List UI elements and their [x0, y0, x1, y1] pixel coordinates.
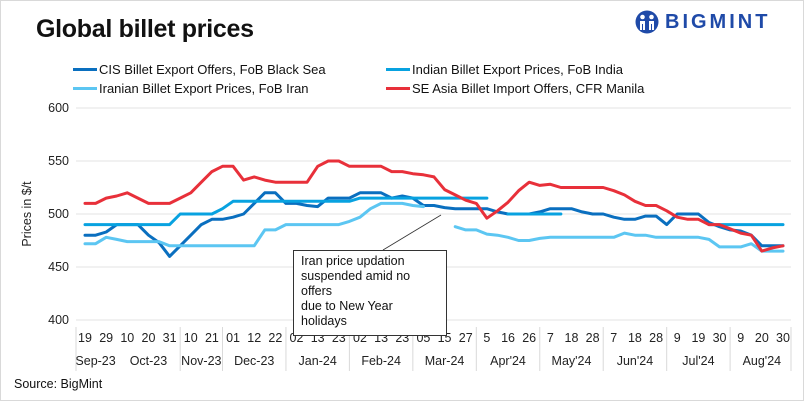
x-month-label: Feb-24	[361, 354, 401, 368]
x-tick-label: 29	[99, 331, 113, 345]
x-tick-label: 12	[247, 331, 261, 345]
x-month-label: Jan-24	[299, 354, 337, 368]
legend-item-cis: CIS Billet Export Offers, FoB Black Sea	[73, 62, 326, 77]
legend-item-iran: Iranian Billet Export Prices, FoB Iran	[73, 81, 309, 96]
x-tick-label: 30	[713, 331, 727, 345]
x-tick-label: 28	[586, 331, 600, 345]
x-tick-label: 9	[674, 331, 681, 345]
legend-item-manila: SE Asia Billet Import Offers, CFR Manila	[386, 81, 644, 96]
legend-item-india: Indian Billet Export Prices, FoB India	[386, 62, 623, 77]
x-tick-label: 16	[501, 331, 515, 345]
x-tick-label: 10	[120, 331, 134, 345]
annotation-line: due to New Year holidays	[301, 299, 393, 328]
series-line-india	[83, 196, 785, 227]
x-month-label: Nov-23	[181, 354, 221, 368]
x-month-label: Aug'24	[743, 354, 782, 368]
annotation-box: Iran price updation suspended amid no of…	[293, 250, 447, 336]
series-line-iran	[83, 201, 785, 253]
y-tick-label: 450	[48, 260, 69, 274]
x-tick-label: 20	[142, 331, 156, 345]
x-tick-label: 18	[565, 331, 579, 345]
source-note: Source: BigMint	[14, 377, 103, 391]
y-tick-label: 400	[48, 313, 69, 327]
x-month-label: May'24	[552, 354, 592, 368]
x-tick-label: 18	[628, 331, 642, 345]
x-tick-label: 19	[78, 331, 92, 345]
legend-label-iran: Iranian Billet Export Prices, FoB Iran	[99, 81, 309, 96]
bigmint-logo: BIGMINT	[635, 10, 770, 34]
legend-label-manila: SE Asia Billet Import Offers, CFR Manila	[412, 81, 645, 96]
x-tick-label: 10	[184, 331, 198, 345]
legend-swatch-manila	[386, 87, 410, 90]
annotation-line: Iran price updation	[301, 254, 405, 268]
y-tick-label: 500	[48, 207, 69, 221]
chart-title: Global billet prices	[36, 15, 254, 43]
legend-swatch-cis	[73, 68, 97, 71]
x-tick-label: 20	[755, 331, 769, 345]
x-tick-label: 26	[522, 331, 536, 345]
x-tick-label: 30	[776, 331, 790, 345]
y-axis-title: Prices in $/t	[20, 181, 34, 247]
bigmint-logo-icon	[635, 10, 659, 34]
x-month-label: Mar-24	[425, 354, 465, 368]
x-tick-label: 22	[268, 331, 282, 345]
x-tick-label: 19	[691, 331, 705, 345]
legend-label-india: Indian Billet Export Prices, FoB India	[412, 62, 623, 77]
x-tick-label: 9	[737, 331, 744, 345]
x-month-label: Jul'24	[682, 354, 714, 368]
x-tick-label: 7	[547, 331, 554, 345]
y-tick-label: 550	[48, 154, 69, 168]
bigmint-logo-text: BIGMINT	[665, 10, 771, 33]
annotation-line: suspended amid no offers	[301, 269, 411, 298]
x-tick-label: 7	[610, 331, 617, 345]
series-line-manila	[83, 159, 785, 253]
x-month-label: Sep-23	[75, 354, 115, 368]
x-tick-label: 27	[459, 331, 473, 345]
x-tick-label: 28	[649, 331, 663, 345]
legend-label-cis: CIS Billet Export Offers, FoB Black Sea	[99, 62, 326, 77]
x-month-label: Jun'24	[617, 354, 653, 368]
x-tick-label: 5	[483, 331, 490, 345]
series-line-cis	[83, 191, 785, 258]
x-tick-label: 01	[226, 331, 240, 345]
x-month-label: Oct-23	[130, 354, 168, 368]
x-tick-label: 31	[163, 331, 177, 345]
y-tick-label: 600	[48, 101, 69, 115]
x-tick-label: 21	[205, 331, 219, 345]
x-month-label: Dec-23	[234, 354, 274, 368]
legend-swatch-iran	[73, 87, 97, 90]
x-month-label: Apr'24	[490, 354, 526, 368]
legend-swatch-india	[386, 68, 410, 71]
annotation-leader-line	[382, 214, 442, 251]
